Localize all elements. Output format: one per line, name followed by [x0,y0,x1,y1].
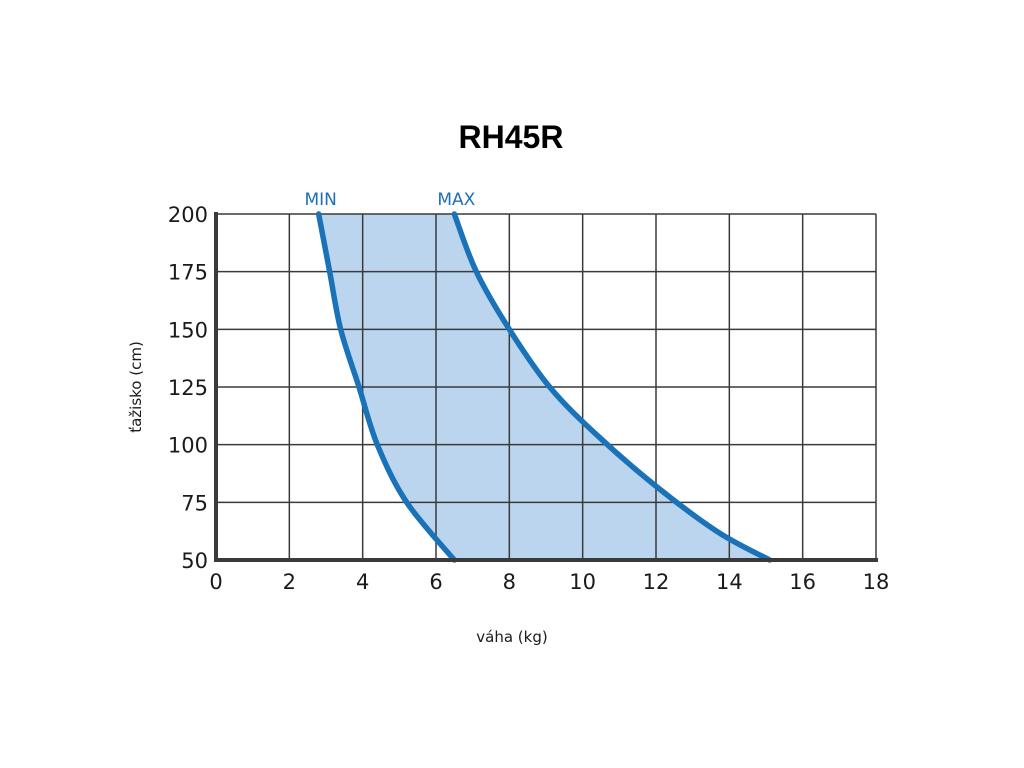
grid-layer [216,213,877,560]
series-label-min: MIN [304,190,336,210]
series-line-min [315,211,458,563]
y-tick-label: 100 [168,434,208,458]
x-tick-label: 2 [283,570,296,594]
x-tick-label: 8 [503,570,516,594]
series-label-max: MAX [437,190,475,210]
y-tick-label: 50 [181,549,208,573]
x-tick-label: 4 [356,570,369,594]
y-tick-label: 175 [168,261,208,285]
curve-layer [315,211,773,563]
y-tick-labels: 200 175 150 125 100 75 50 [168,203,208,573]
x-tick-label: 6 [429,570,442,594]
y-tick-label: 150 [168,318,208,342]
axis-layer [214,212,878,562]
x-tick-labels: 0 2 4 6 8 10 12 14 16 18 [209,570,889,594]
x-tick-label: 18 [863,570,890,594]
y-tick-label: 75 [181,491,208,515]
x-tick-label: 12 [643,570,670,594]
chart-title: RH45R [459,119,564,155]
y-axis-label: ťažisko (cm) [127,341,145,433]
x-tick-label: 16 [789,570,816,594]
series-labels: MIN MAX [304,190,475,210]
x-axis-label: váha (kg) [476,628,547,646]
series-line-max [451,211,773,563]
x-tick-label: 14 [716,570,743,594]
y-tick-label: 200 [168,203,208,227]
x-tick-label: 0 [209,570,222,594]
y-tick-label: 125 [168,376,208,400]
x-tick-label: 10 [569,570,596,594]
